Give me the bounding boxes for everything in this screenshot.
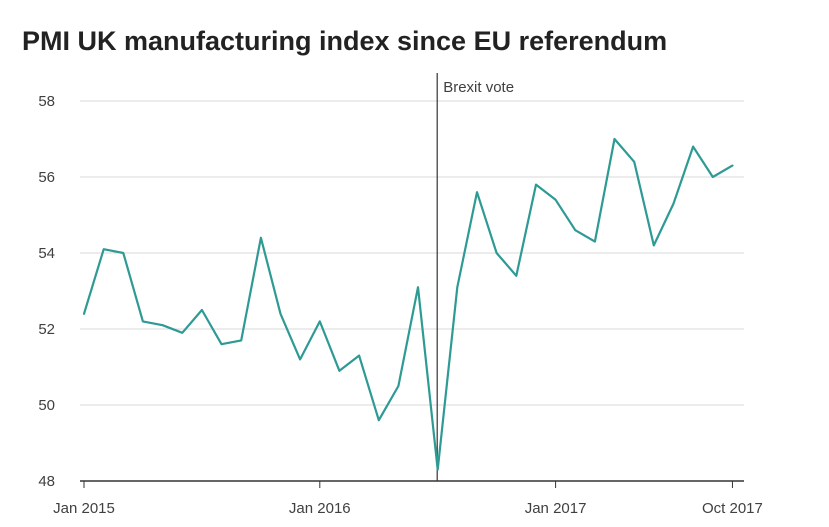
y-tick-label: 52 bbox=[38, 321, 55, 338]
brexit-vote-annotation: Brexit vote bbox=[436, 73, 514, 481]
x-tick-label: Oct 2017 bbox=[702, 500, 763, 517]
x-tick-label: Jan 2016 bbox=[289, 500, 351, 517]
y-tick-label: 58 bbox=[38, 93, 55, 110]
y-tick-label: 56 bbox=[38, 169, 55, 186]
y-tick-label: 48 bbox=[38, 473, 55, 490]
y-tick-label: 50 bbox=[38, 397, 55, 414]
x-tick-label: Jan 2015 bbox=[53, 500, 115, 517]
gridlines bbox=[80, 100, 744, 482]
x-tick-label: Jan 2017 bbox=[525, 500, 587, 517]
x-axis: Jan 2015 Jan 2016 Jan 2017 Oct 2017 bbox=[53, 481, 763, 517]
y-axis: 48 50 52 54 56 58 bbox=[38, 93, 55, 490]
pmi-line bbox=[82, 137, 734, 471]
pmi-series bbox=[82, 137, 734, 471]
chart-title: PMI UK manufacturing index since EU refe… bbox=[22, 26, 668, 56]
y-tick-label: 54 bbox=[38, 245, 55, 262]
brexit-vote-label: Brexit vote bbox=[443, 79, 514, 96]
